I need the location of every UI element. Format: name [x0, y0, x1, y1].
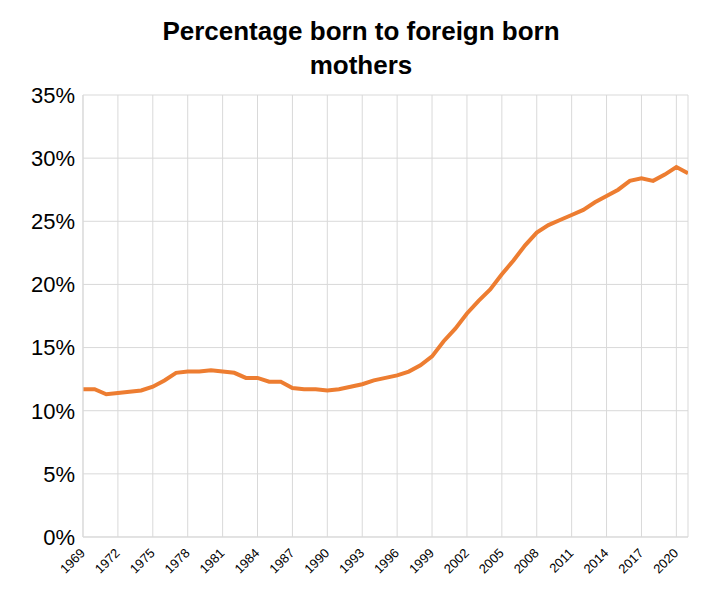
- svg-text:2008: 2008: [511, 545, 542, 576]
- svg-text:30%: 30%: [31, 146, 75, 171]
- svg-text:0%: 0%: [43, 525, 75, 550]
- svg-text:1999: 1999: [406, 545, 437, 576]
- svg-text:25%: 25%: [31, 209, 75, 234]
- html-text:Percentage born to foreign bor: Percentage born to foreign born mothers: [162, 16, 560, 80]
- svg-text:1969: 1969: [57, 545, 88, 576]
- svg-text:1984: 1984: [231, 545, 262, 576]
- svg-text:2011: 2011: [546, 545, 576, 575]
- svg-text:2005: 2005: [476, 545, 507, 576]
- svg-text:1975: 1975: [127, 545, 158, 576]
- svg-text:2020: 2020: [650, 545, 681, 576]
- svg-text:1990: 1990: [301, 545, 332, 576]
- svg-text:1981: 1981: [197, 545, 228, 576]
- svg-text:1987: 1987: [266, 545, 297, 576]
- svg-text:15%: 15%: [31, 335, 75, 360]
- svg-text:1978: 1978: [162, 545, 193, 576]
- svg-text:10%: 10%: [31, 399, 75, 424]
- svg-text:2014: 2014: [580, 545, 611, 576]
- svg-text:20%: 20%: [31, 272, 75, 297]
- svg-text:1993: 1993: [336, 545, 367, 576]
- svg-text:2017: 2017: [615, 545, 646, 576]
- svg-text:5%: 5%: [43, 462, 75, 487]
- svg-text:1996: 1996: [371, 545, 402, 576]
- svg-text:2002: 2002: [441, 545, 472, 576]
- svg-text:35%: 35%: [31, 85, 75, 108]
- svg-text:1972: 1972: [92, 545, 123, 576]
